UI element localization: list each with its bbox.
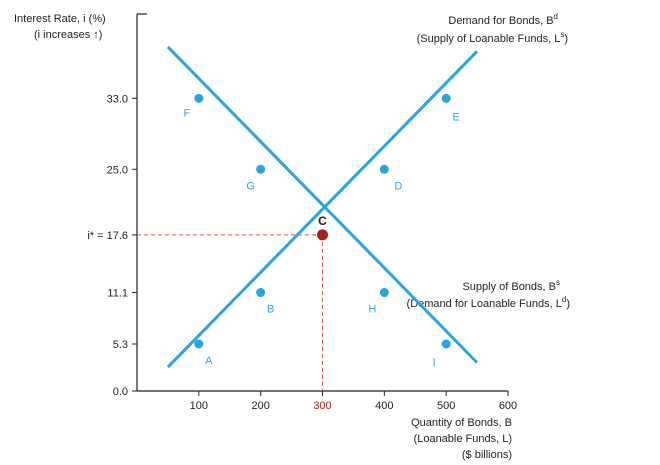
- demand-legend-line2: (Supply of Loanable Funds, Ls): [417, 30, 568, 45]
- y-tick-label-equilibrium: i* = 17.6: [87, 230, 128, 242]
- supply-legend-line2: (Demand for Loanable Funds, Ld): [407, 295, 570, 310]
- point-label-h: H: [368, 304, 376, 316]
- demand-legend-line1: Demand for Bonds, Bd: [448, 12, 558, 27]
- point-e: [441, 93, 451, 103]
- supply-legend-line1: Supply of Bonds, Bs: [462, 278, 560, 293]
- y-tick-label: 5.3: [113, 339, 128, 351]
- point-i: [441, 339, 451, 349]
- y-axis-title-line2: (i increases ↑): [34, 29, 102, 41]
- y-axis-title-line1: Interest Rate, i (%): [14, 13, 106, 25]
- point-label-a: A: [205, 355, 213, 367]
- x-tick-label: 100: [190, 400, 208, 412]
- x-tick-label: 300: [313, 400, 331, 412]
- supply-curve: [166, 50, 479, 369]
- y-tick-label: 33.0: [107, 93, 128, 105]
- y-tick-label: 0.0: [113, 386, 128, 398]
- point-label-e: E: [452, 111, 459, 123]
- point-label-g: G: [246, 180, 255, 192]
- plot-area: 0.0 5.3 11.1 25.0 33.0 i* = 17.6 100 200 300 400 5…: [87, 13, 517, 412]
- x-axis-title-line1: Quantity of Bonds, B: [411, 417, 512, 429]
- point-c: [317, 229, 328, 241]
- x-axis-title-line2: (Loanable Funds, L): [414, 433, 512, 445]
- demand-curve: [166, 45, 479, 364]
- point-a: [194, 339, 204, 349]
- point-f: [194, 93, 204, 103]
- y-tick-label: 25.0: [107, 164, 128, 176]
- point-label-d: D: [394, 180, 402, 192]
- point-g: [256, 164, 266, 174]
- point-h: [379, 288, 389, 298]
- x-tick-label: 500: [437, 400, 455, 412]
- point-label-c: C: [318, 214, 327, 228]
- x-tick-label: 400: [375, 400, 393, 412]
- point-label-i: I: [433, 357, 436, 369]
- x-axis-title-line3: ($ billions): [462, 449, 512, 461]
- point-b: [256, 288, 266, 298]
- point-d: [379, 164, 389, 174]
- x-tick-label: 200: [251, 400, 269, 412]
- y-tick-label: 11.1: [107, 288, 128, 300]
- x-tick-label: 600: [499, 400, 517, 412]
- point-label-f: F: [183, 107, 190, 119]
- point-label-b: B: [267, 304, 274, 316]
